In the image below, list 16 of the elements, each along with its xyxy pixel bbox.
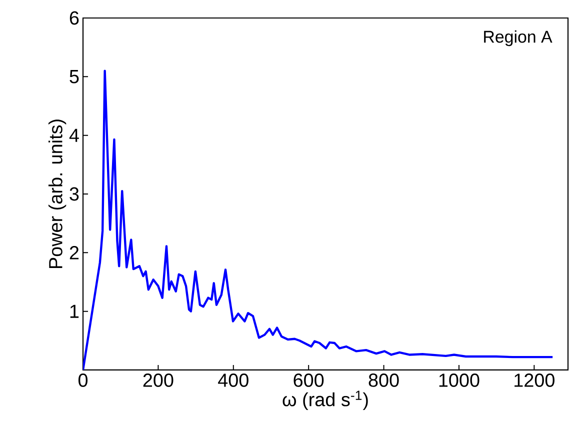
x-tick-label: 1200	[514, 374, 554, 387]
x-tick-label: 200	[143, 374, 174, 387]
annotation: Region A	[484, 30, 552, 46]
x-tick-label: 600	[294, 374, 324, 387]
y-tick-label: 4	[69, 128, 79, 142]
y-tick-label: 5	[70, 70, 79, 84]
x-tick-label: 1000	[439, 374, 480, 387]
y-tick-label: 6	[70, 11, 79, 25]
y-tick-label: 2	[70, 246, 79, 260]
x-tick-label: 0	[78, 374, 88, 387]
y-axis-title: Power (arb. units)	[48, 120, 66, 268]
x-axis-title: ω (rad s$^{-1}$)	[282, 390, 368, 410]
x-tick-label: 400	[218, 374, 248, 387]
x-tick-label: 800	[368, 374, 399, 387]
y-tick-label: 1	[70, 304, 79, 318]
y-tick-label: 3	[70, 187, 79, 201]
